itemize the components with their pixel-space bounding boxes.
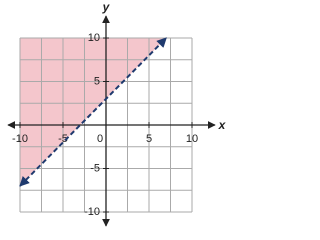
y-tick-label: -10	[84, 206, 100, 218]
y-tick-label: 5	[94, 75, 100, 87]
y-tick-label: 10	[88, 32, 100, 44]
boundary-line	[19, 37, 167, 187]
x-axis-label: x	[218, 118, 227, 132]
y-tick-label: -5	[90, 162, 100, 174]
y-axis-label: y	[102, 0, 111, 14]
x-tick-label: 5	[146, 133, 152, 145]
x-tick-label: 10	[186, 133, 198, 145]
x-tick-label: 0	[97, 133, 103, 145]
x-tick-label: -10	[12, 133, 28, 145]
